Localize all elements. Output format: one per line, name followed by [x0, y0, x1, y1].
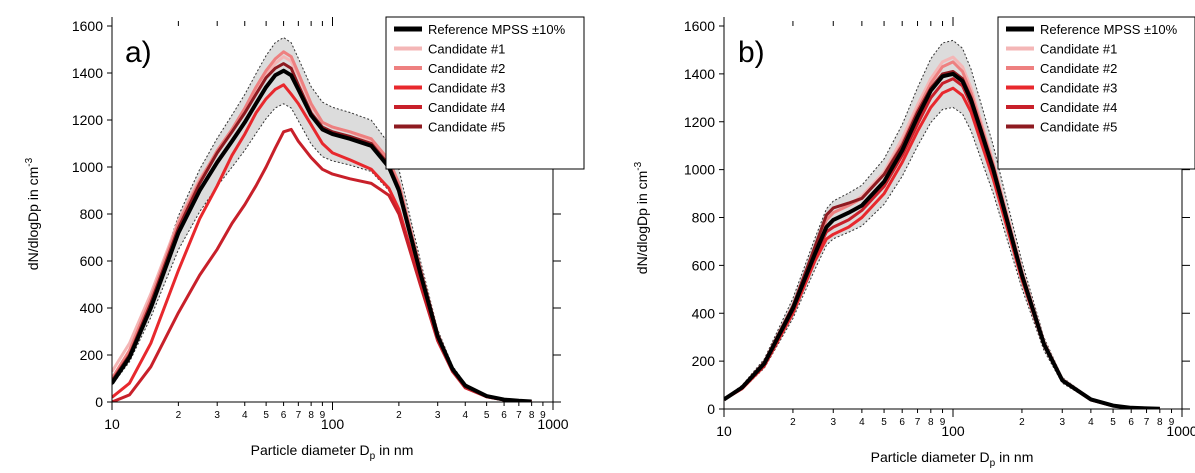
panel-a: 0 200 400 600 800 1000 1200 1400 1600 10 100 1000 2 3… [24, 16, 585, 462]
x-minor-tick-label: 8 [529, 410, 535, 421]
x-minor-tick-label: 2 [790, 417, 796, 428]
band-upper-edge [724, 39, 1160, 409]
x-axis-label: Particle diameter Dp in nm [251, 442, 414, 462]
x-minor-tick-label: 8 [1157, 417, 1163, 428]
y-tick-label: 0 [707, 401, 715, 417]
y-axis-label-main: dN/dlogDp in cm [634, 171, 650, 275]
legend-entry: Candidate #3 [1040, 81, 1117, 96]
x-axis-label-sub: p [990, 458, 996, 468]
y-tick-label: 800 [80, 206, 104, 222]
legend: Reference MPSS ±10% Candidate #1 Candidate… [385, 16, 585, 170]
x-minor-tick-label: 2 [1019, 417, 1025, 428]
y-axis-label-main: dN/dlogDp in cm [25, 167, 41, 271]
x-minor-tick-label: 7 [1144, 417, 1150, 428]
x-minor-tick-label: 5 [1110, 417, 1116, 428]
y-tick-label: 1000 [72, 159, 103, 175]
x-major-tick-label: 100 [321, 416, 345, 432]
x-minor-tick-label: 8 [308, 410, 314, 421]
y-tick-label: 1600 [72, 18, 103, 34]
legend-entry: Candidate #2 [428, 61, 505, 76]
x-major-tick-label: 10 [104, 416, 120, 432]
y-tick-label: 1200 [72, 112, 103, 128]
y-tick-label: 1400 [72, 65, 103, 81]
legend-box [997, 16, 1195, 170]
panel-label: a) [125, 36, 152, 69]
y-tick-label: 400 [80, 300, 104, 316]
legend-entry: Candidate #4 [1040, 100, 1117, 115]
y-axis-label-sup: -3 [24, 157, 35, 166]
y-tick-label: 1400 [684, 66, 715, 82]
y-tick-label: 800 [692, 210, 716, 226]
x-minor-tick-label: 5 [484, 410, 490, 421]
x-axis-label: Particle diameter Dp in nm [871, 449, 1034, 468]
panel-b: 0 200 400 600 800 1000 1200 1400 1600 10 100 1000 2 3… [633, 16, 1195, 469]
legend-entry: Candidate #3 [428, 81, 505, 96]
legend-box [385, 16, 585, 170]
x-axis-label-tail: in nm [995, 449, 1033, 465]
x-minor-tick-label: 2 [396, 410, 402, 421]
x-minor-tick-label: 3 [1059, 417, 1065, 428]
series-line-0 [112, 68, 532, 402]
y-axis-label-sup: -3 [633, 161, 644, 170]
x-minor-tick-label: 6 [281, 410, 287, 421]
legend-entry: Reference MPSS ±10% [1040, 22, 1178, 37]
x-minor-tick-label: 7 [915, 417, 921, 428]
x-major-tick-label: 1000 [1166, 423, 1195, 439]
series-line-4 [112, 127, 532, 402]
x-minor-tick-label: 4 [1088, 417, 1094, 428]
y-tick-label: 200 [692, 353, 716, 369]
x-axis-label-main: Particle diameter D [251, 442, 370, 458]
y-tick-label: 1200 [684, 114, 715, 130]
y-axis-label: dN/dlogDp in cm-3 [633, 161, 650, 274]
legend-entry: Reference MPSS ±10% [428, 22, 566, 37]
x-axis-label-tail: in nm [375, 442, 413, 458]
x-minor-tick-label: 9 [1169, 417, 1175, 428]
x-major-tick-label: 1000 [537, 416, 568, 432]
x-minor-tick-label: 2 [176, 410, 182, 421]
x-minor-tick-label: 8 [928, 417, 934, 428]
legend-entry: Candidate #2 [1040, 61, 1117, 76]
y-axis-label: dN/dlogDp in cm-3 [24, 157, 41, 270]
x-minor-tick-label: 7 [296, 410, 302, 421]
x-minor-tick-label: 9 [320, 410, 326, 421]
legend-entry: Candidate #5 [428, 120, 505, 135]
x-minor-tick-label: 3 [830, 417, 836, 428]
tolerance-band [112, 37, 532, 402]
legend: Reference MPSS ±10% Candidate #1 Candidate… [997, 16, 1195, 170]
x-minor-tick-label: 6 [501, 410, 507, 421]
x-minor-tick-label: 6 [899, 417, 905, 428]
x-minor-tick-label: 3 [214, 410, 220, 421]
x-axis-label-sub: p [370, 451, 376, 462]
legend-entry: Candidate #5 [1040, 120, 1117, 135]
x-axis-label-main: Particle diameter D [871, 449, 990, 465]
x-major-tick-label: 10 [716, 423, 732, 439]
legend-entry: Candidate #1 [1040, 42, 1117, 57]
x-minor-tick-label: 6 [1128, 417, 1134, 428]
y-tick-label: 0 [95, 394, 103, 410]
x-minor-tick-label: 4 [242, 410, 248, 421]
y-tick-label: 1600 [684, 18, 715, 34]
x-minor-tick-label: 3 [435, 410, 441, 421]
legend-entry: Candidate #1 [428, 42, 505, 57]
x-major-tick-label: 100 [941, 423, 965, 439]
x-minor-tick-label: 4 [859, 417, 865, 428]
y-tick-label: 200 [80, 347, 104, 363]
x-minor-tick-label: 5 [881, 417, 887, 428]
legend-entry: Candidate #4 [428, 100, 505, 115]
series-line-0 [724, 71, 1160, 409]
x-minor-tick-label: 7 [516, 410, 522, 421]
y-tick-label: 600 [692, 257, 716, 273]
x-minor-tick-label: 4 [462, 410, 468, 421]
y-tick-label: 1000 [684, 162, 715, 178]
panel-label: b) [738, 36, 765, 69]
y-tick-label: 400 [692, 305, 716, 321]
x-minor-tick-label: 9 [540, 410, 546, 421]
x-minor-tick-label: 9 [940, 417, 946, 428]
x-minor-tick-label: 5 [263, 410, 269, 421]
y-tick-label: 600 [80, 253, 104, 269]
